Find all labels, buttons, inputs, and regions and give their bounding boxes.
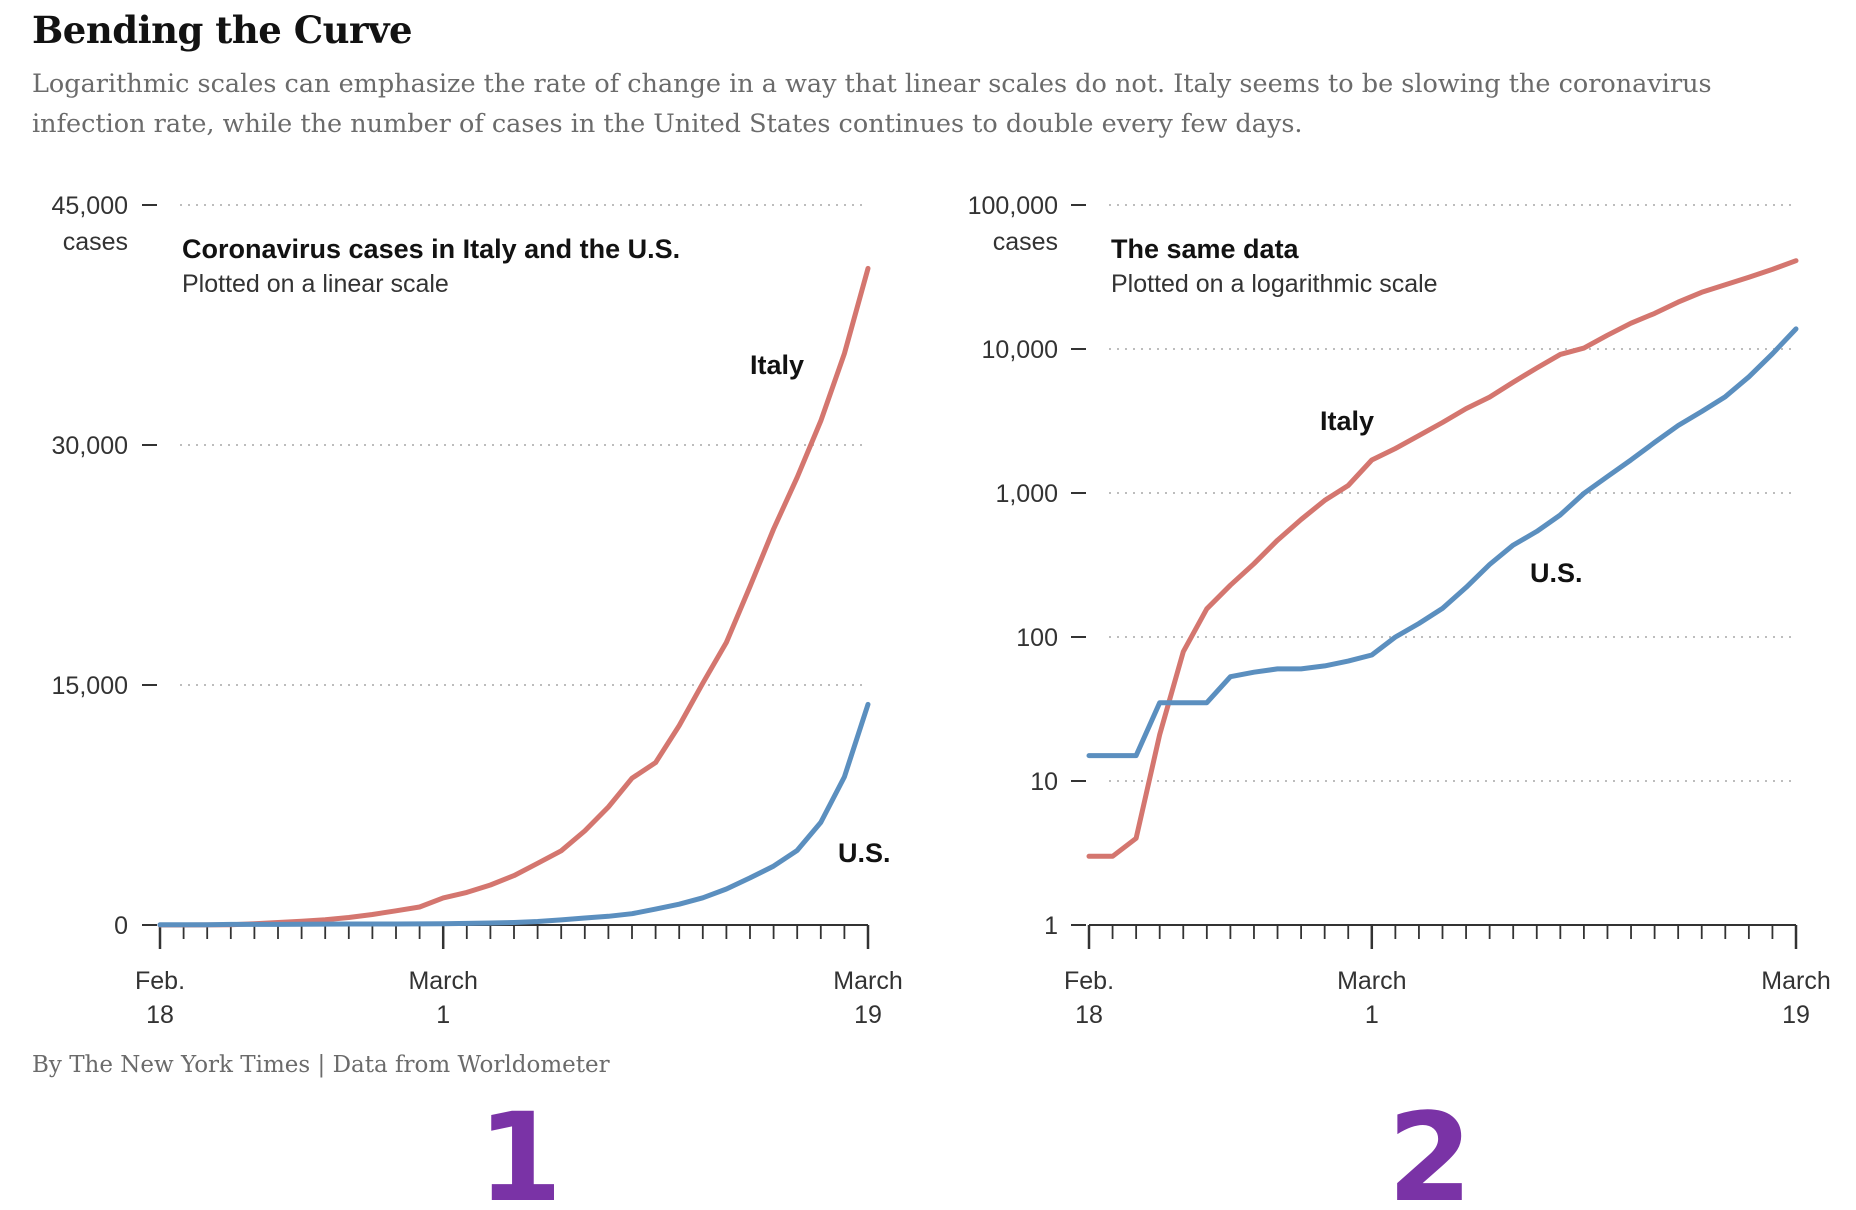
header: Bending the Curve Logarithmic scales can… xyxy=(32,0,1822,144)
chart-marker-1: 1 xyxy=(478,1087,563,1210)
page-title: Bending the Curve xyxy=(32,8,413,52)
linear-y-tick-label: 15,000 xyxy=(52,672,128,700)
log-label-italy: Italy xyxy=(1320,406,1374,436)
log-chart: 1 10 100 1,000 10,000 100,000 Feb. 18 March 1 Mar… xyxy=(968,192,1831,1029)
linear-chart-title: Coronavirus cases in Italy and the U.S. xyxy=(182,234,680,264)
linear-y-tick-label: 45,000 xyxy=(52,192,128,220)
log-label-us: U.S. xyxy=(1530,558,1583,588)
log-series-line-us xyxy=(1086,326,1799,759)
linear-label-us: U.S. xyxy=(838,838,891,868)
log-x-axis: Feb. 18 March 1 March 19 xyxy=(1064,924,1831,1029)
linear-x-tick-label: March 19 xyxy=(833,967,902,1029)
linear-label-italy: Italy xyxy=(750,350,804,380)
log-y-unit-label: cases xyxy=(993,228,1058,256)
chart-marker-2: 2 xyxy=(1388,1087,1473,1210)
log-y-tick-label: 10,000 xyxy=(982,336,1058,364)
log-x-tick-label: March 1 xyxy=(1337,967,1406,1029)
linear-chart-subtitle: Plotted on a linear scale xyxy=(182,270,449,298)
linear-y-tick-label: 30,000 xyxy=(52,432,128,460)
linear-series-line-us xyxy=(157,701,871,928)
linear-x-tick-label: March 1 xyxy=(408,967,477,1029)
log-y-tick-label: 1 xyxy=(1044,912,1058,940)
linear-series-lines xyxy=(157,265,871,928)
linear-x-axis: Feb. 18 March 1 March 19 xyxy=(135,924,903,1029)
log-chart-subtitle: Plotted on a logarithmic scale xyxy=(1111,270,1438,298)
linear-gridlines xyxy=(180,204,868,686)
credit-line: By The New York Times | Data from Worldo… xyxy=(32,1052,610,1078)
log-chart-title: The same data xyxy=(1111,234,1300,264)
linear-y-axis: 0 15,000 30,000 45,000 xyxy=(52,192,157,940)
page-subtitle: Logarithmic scales can emphasize the rat… xyxy=(32,69,1712,139)
linear-y-unit-label: cases xyxy=(63,228,128,256)
log-y-tick-label: 100,000 xyxy=(968,192,1058,220)
log-y-tick-label: 1,000 xyxy=(995,480,1058,508)
linear-y-tick-label: 0 xyxy=(114,912,128,940)
log-series-line-italy xyxy=(1086,258,1799,859)
log-y-axis: 1 10 100 1,000 10,000 100,000 xyxy=(968,192,1086,940)
log-y-tick-label: 10 xyxy=(1030,768,1058,796)
log-series-lines xyxy=(1086,258,1799,859)
log-x-tick-label: March 19 xyxy=(1761,967,1830,1029)
log-y-tick-label: 100 xyxy=(1016,624,1058,652)
log-x-tick-label: Feb. 18 xyxy=(1064,967,1114,1029)
linear-x-tick-label: Feb. 18 xyxy=(135,967,185,1029)
